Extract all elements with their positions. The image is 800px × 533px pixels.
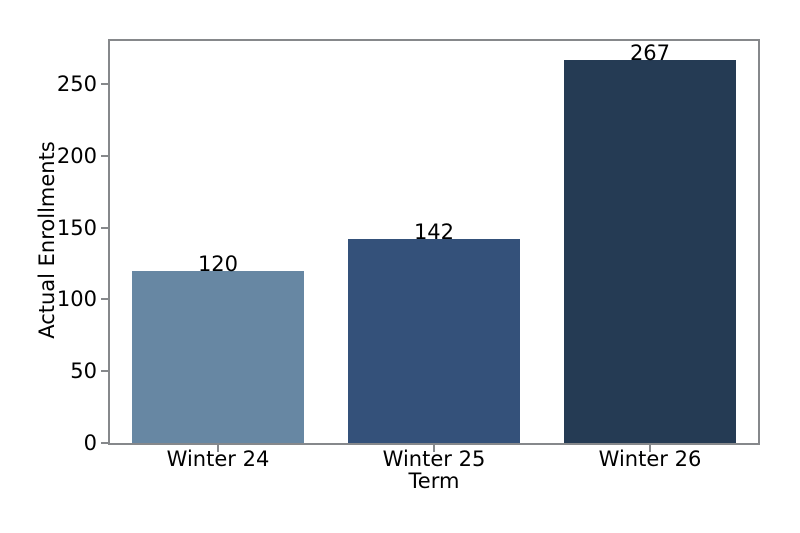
x-axis-label: Term [408, 469, 460, 493]
y-tick-label: 150 [56, 215, 97, 240]
bar-value-label: 142 [413, 220, 455, 245]
y-tick-label: 50 [70, 359, 97, 384]
x-tick-mark [433, 445, 435, 452]
bar-group-winter-24: 120 [131, 252, 305, 443]
x-tick-label: Winter 25 [382, 447, 486, 471]
bar [563, 59, 737, 443]
bar-value-label: 267 [629, 40, 671, 65]
y-tick-label: 250 [56, 72, 97, 97]
y-tick-mark [101, 298, 108, 301]
y-tick-mark [101, 226, 108, 229]
y-tick-label: 0 [83, 431, 97, 455]
y-tick-mark [101, 442, 108, 444]
y-tick-mark [101, 83, 108, 86]
bar-group-winter-25: 142 [347, 220, 521, 443]
x-tick-mark [217, 445, 219, 452]
y-tick-mark [101, 370, 108, 373]
bar-value-label: 120 [197, 251, 239, 276]
x-tick-label: Winter 26 [598, 447, 702, 471]
bar [347, 239, 521, 443]
y-tick-label: 200 [56, 143, 97, 168]
y-tick-mark [101, 154, 108, 157]
bar [131, 270, 305, 443]
y-tick-label: 100 [56, 287, 97, 312]
x-tick-mark [649, 445, 651, 452]
x-tick-label: Winter 24 [166, 447, 270, 471]
bar-group-winter-26: 267 [563, 41, 737, 443]
plot-area: 120 142 267 [108, 39, 760, 445]
